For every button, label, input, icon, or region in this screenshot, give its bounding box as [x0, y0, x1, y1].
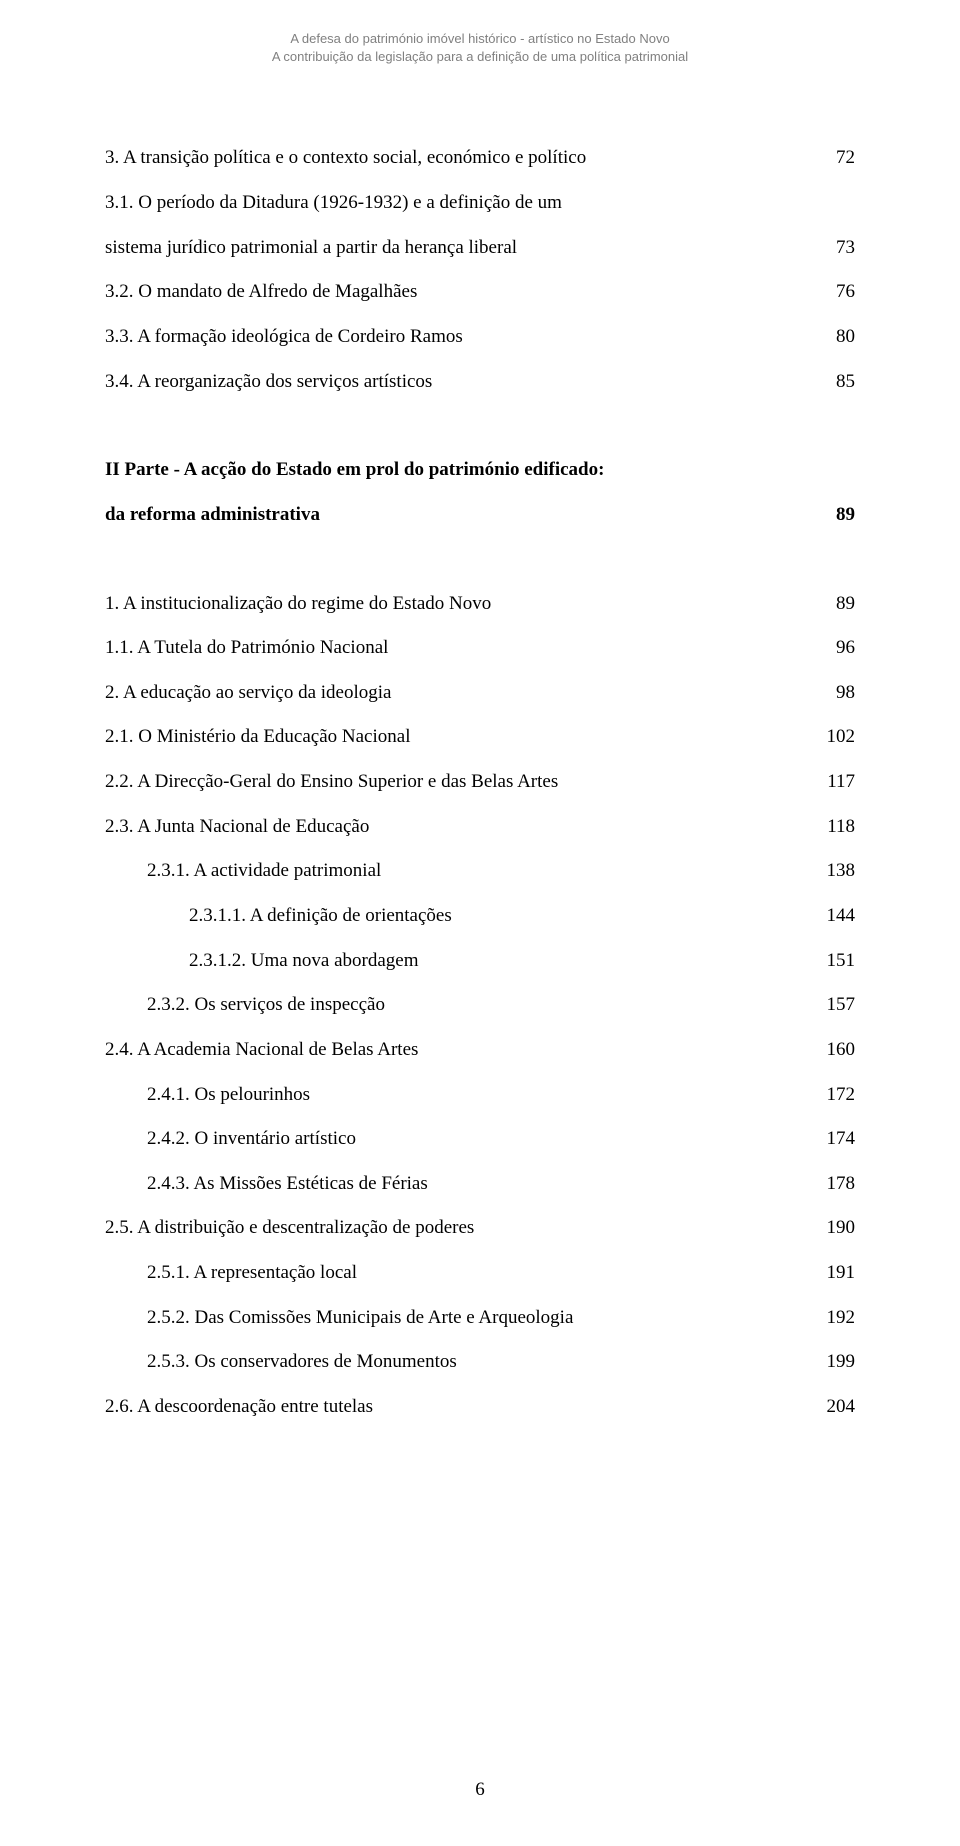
toc-page-number: 72	[805, 136, 855, 181]
toc-row: 2.5. A distribuição e descentralização d…	[105, 1206, 855, 1251]
toc-page-number: 98	[805, 671, 855, 716]
toc-page-number: 190	[805, 1206, 855, 1251]
toc-row: 2.5.2. Das Comissões Municipais de Arte …	[105, 1296, 855, 1341]
toc-row: 2.2. A Direcção-Geral do Ensino Superior…	[105, 760, 855, 805]
toc-page-number: 117	[805, 760, 855, 805]
section-heading-line1: II Parte - A acção do Estado em prol do …	[105, 448, 855, 493]
toc-row: 3. A transição política e o contexto soc…	[105, 136, 855, 181]
toc-label: 1.1. A Tutela do Património Nacional	[105, 626, 805, 671]
toc-page-number: 89	[805, 582, 855, 627]
toc-label: 3. A transição política e o contexto soc…	[105, 136, 805, 181]
toc-label: 2.3.2. Os serviços de inspecção	[105, 983, 805, 1028]
toc-label: 1. A institucionalização do regime do Es…	[105, 582, 805, 627]
toc-label: 2.6. A descoordenação entre tutelas	[105, 1385, 805, 1430]
toc-label: 3.1. O período da Ditadura (1926-1932) e…	[105, 181, 805, 226]
toc-label: 2.5. A distribuição e descentralização d…	[105, 1206, 805, 1251]
toc-label: 2.1. O Ministério da Educação Nacional	[105, 715, 805, 760]
toc-page-number: 191	[805, 1251, 855, 1296]
toc-label: 2.4. A Academia Nacional de Belas Artes	[105, 1028, 805, 1073]
toc-label: 2.5.1. A representação local	[105, 1251, 805, 1296]
toc-label: 3.2. O mandato de Alfredo de Magalhães	[105, 270, 805, 315]
toc-label: 2.4.1. Os pelourinhos	[105, 1073, 805, 1118]
toc-row: 3.4. A reorganização dos serviços artíst…	[105, 360, 855, 405]
section-heading-page: 89	[805, 493, 855, 538]
toc-page-number: 157	[805, 983, 855, 1028]
toc-row: 3.1. O período da Ditadura (1926-1932) e…	[105, 181, 855, 226]
toc-page-number: 76	[805, 270, 855, 315]
toc-label: 2.3.1. A actividade patrimonial	[105, 849, 805, 894]
toc-label: 2.3.1.2. Uma nova abordagem	[105, 939, 805, 984]
toc-row: 2.4.1. Os pelourinhos172	[105, 1073, 855, 1118]
toc-label: 2.4.3. As Missões Estéticas de Férias	[105, 1162, 805, 1207]
toc-row: 3.2. O mandato de Alfredo de Magalhães76	[105, 270, 855, 315]
toc-page-number: 96	[805, 626, 855, 671]
page-header: A defesa do património imóvel histórico …	[105, 30, 855, 66]
toc-row: sistema jurídico patrimonial a partir da…	[105, 226, 855, 271]
toc-row: 2.3.1. A actividade patrimonial138	[105, 849, 855, 894]
toc-row: 2.4.2. O inventário artístico174	[105, 1117, 855, 1162]
toc-row: 2. A educação ao serviço da ideologia98	[105, 671, 855, 716]
toc-label: 3.3. A formação ideológica de Cordeiro R…	[105, 315, 805, 360]
toc-page-number: 80	[805, 315, 855, 360]
toc-label: sistema jurídico patrimonial a partir da…	[105, 226, 805, 271]
toc-page-number: 151	[805, 939, 855, 984]
toc-row: 2.5.1. A representação local191	[105, 1251, 855, 1296]
toc-label: 2.4.2. O inventário artístico	[105, 1117, 805, 1162]
toc-group-1: 3. A transição política e o contexto soc…	[105, 136, 855, 404]
toc-row: 2.4.3. As Missões Estéticas de Férias178	[105, 1162, 855, 1207]
toc-row: 2.3.1.1. A definição de orientações144	[105, 894, 855, 939]
toc-label: 2.2. A Direcção-Geral do Ensino Superior…	[105, 760, 805, 805]
toc-page-number: 178	[805, 1162, 855, 1207]
toc-row: 2.6. A descoordenação entre tutelas204	[105, 1385, 855, 1430]
toc-page-number: 204	[805, 1385, 855, 1430]
toc-page-number: 172	[805, 1073, 855, 1118]
toc-row: 2.1. O Ministério da Educação Nacional10…	[105, 715, 855, 760]
header-title-line2: A contribuição da legislação para a defi…	[105, 48, 855, 66]
toc-page-number: 73	[805, 226, 855, 271]
toc-page-number: 160	[805, 1028, 855, 1073]
toc-page-number: 85	[805, 360, 855, 405]
toc-page-number: 192	[805, 1296, 855, 1341]
toc-row: 2.4. A Academia Nacional de Belas Artes1…	[105, 1028, 855, 1073]
toc-row: 2.3.1.2. Uma nova abordagem151	[105, 939, 855, 984]
section-heading: II Parte - A acção do Estado em prol do …	[105, 448, 855, 537]
toc-row: 2.3.2. Os serviços de inspecção157	[105, 983, 855, 1028]
page-footer: 6	[0, 1779, 960, 1801]
section-heading-line2: da reforma administrativa 89	[105, 493, 855, 538]
toc-page-number: 118	[805, 805, 855, 850]
toc-group-2: 1. A institucionalização do regime do Es…	[105, 582, 855, 1430]
toc-row: 2.3. A Junta Nacional de Educação118	[105, 805, 855, 850]
toc-page-number: 199	[805, 1340, 855, 1385]
toc-label: 3.4. A reorganização dos serviços artíst…	[105, 360, 805, 405]
toc-label: 2.3. A Junta Nacional de Educação	[105, 805, 805, 850]
page-number: 6	[475, 1779, 485, 1800]
toc-label: 2.3.1.1. A definição de orientações	[105, 894, 805, 939]
toc-label: 2.5.2. Das Comissões Municipais de Arte …	[105, 1296, 805, 1341]
header-title-line1: A defesa do património imóvel histórico …	[105, 30, 855, 48]
toc-page-number: 144	[805, 894, 855, 939]
section-heading-text1: II Parte - A acção do Estado em prol do …	[105, 448, 805, 493]
toc-row: 1.1. A Tutela do Património Nacional96	[105, 626, 855, 671]
toc-page-number: 138	[805, 849, 855, 894]
section-heading-text2: da reforma administrativa	[105, 493, 805, 538]
toc-row: 3.3. A formação ideológica de Cordeiro R…	[105, 315, 855, 360]
toc-label: 2.5.3. Os conservadores de Monumentos	[105, 1340, 805, 1385]
toc-row: 2.5.3. Os conservadores de Monumentos199	[105, 1340, 855, 1385]
toc-label: 2. A educação ao serviço da ideologia	[105, 671, 805, 716]
toc-page-number: 102	[805, 715, 855, 760]
toc-page-number: 174	[805, 1117, 855, 1162]
toc-row: 1. A institucionalização do regime do Es…	[105, 582, 855, 627]
